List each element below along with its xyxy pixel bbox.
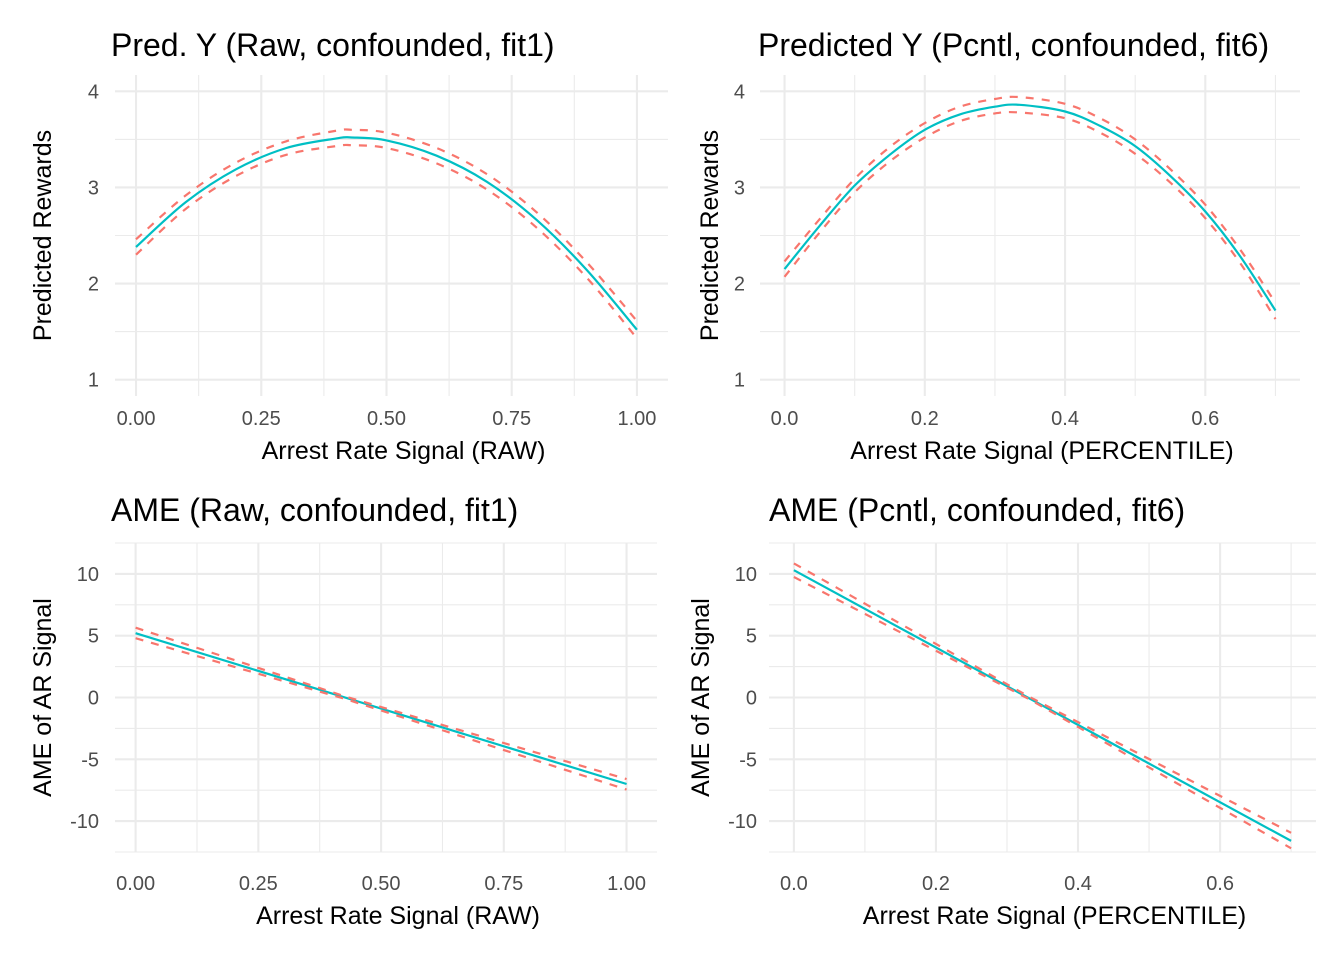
y-tick-label: 5 — [746, 626, 757, 648]
x-tick-label: 0.4 — [1064, 873, 1092, 895]
y-axis-label: Predicted Rewards — [29, 130, 57, 341]
x-tick-label: 0.75 — [484, 873, 523, 895]
y-tick-label: 0 — [88, 688, 99, 710]
x-tick-label: 0.6 — [1206, 873, 1234, 895]
y-tick-label: -5 — [81, 749, 99, 771]
x-tick-label: 0.0 — [771, 408, 799, 430]
x-tick-label: 1.00 — [617, 408, 656, 430]
chart-title: AME (Pcntl, confounded, fit6) — [769, 492, 1185, 528]
y-tick-label: -10 — [728, 811, 757, 833]
x-tick-label: 0.50 — [362, 873, 401, 895]
y-tick-label: -10 — [70, 811, 99, 833]
panel-predicted-y-raw: 0.00 0.25 0.50 0.75 1.00 1 2 3 4 Pred. Y (Raw, co… — [29, 27, 668, 465]
estimate-line — [783, 103, 1277, 312]
y-tick-label: 1 — [88, 370, 99, 392]
x-tick-label: 0.2 — [922, 873, 950, 895]
chart-title: Pred. Y (Raw, confounded, fit1) — [111, 27, 555, 63]
x-tick-label: 0.4 — [1051, 408, 1079, 430]
x-tick-label: 0.00 — [117, 408, 156, 430]
y-tick-label: -5 — [739, 749, 757, 771]
chart-title: AME (Raw, confounded, fit1) — [111, 492, 518, 528]
upper-ci-line — [783, 95, 1277, 304]
estimate-line — [135, 632, 627, 786]
panel-ame-percentile: 0.0 0.2 0.4 0.6 -10 -5 0 5 10 AME (Pcntl, confoun… — [687, 492, 1316, 930]
x-tick-label: 0.25 — [239, 873, 278, 895]
x-tick-label: 0.25 — [242, 408, 281, 430]
upper-ci-line — [135, 128, 638, 322]
y-tick-label: 5 — [88, 626, 99, 648]
x-axis-label: Arrest Rate Signal (RAW) — [262, 437, 546, 465]
x-tick-label: 0.00 — [116, 873, 155, 895]
x-axis-label: Arrest Rate Signal (PERCENTILE) — [850, 437, 1233, 465]
y-tick-label: 10 — [77, 564, 99, 586]
x-axis-label: Arrest Rate Signal (RAW) — [256, 902, 540, 930]
y-tick-label: 3 — [88, 177, 99, 199]
y-tick-label: 2 — [734, 274, 745, 296]
panel-ame-raw: 0.00 0.25 0.50 0.75 1.00 -10 -5 0 5 10 AME (Raw, c… — [29, 492, 657, 930]
x-tick-label: 0.75 — [492, 408, 531, 430]
x-tick-label: 1.00 — [607, 873, 646, 895]
y-tick-label: 3 — [734, 177, 745, 199]
y-tick-label: 4 — [734, 81, 745, 103]
y-tick-label: 1 — [734, 370, 745, 392]
upper-ci-line — [135, 626, 627, 781]
x-tick-label: 0.2 — [911, 408, 939, 430]
x-tick-label: 0.50 — [367, 408, 406, 430]
y-axis-label: Predicted Rewards — [696, 130, 724, 341]
upper-ci-line — [793, 562, 1292, 834]
y-axis-label: AME of AR Signal — [29, 598, 57, 797]
estimate-line — [135, 136, 638, 331]
y-axis-label: AME of AR Signal — [687, 598, 715, 797]
panel-predicted-y-percentile: 0.0 0.2 0.4 0.6 1 2 3 4 Predicted Y (Pcntl, conf… — [696, 27, 1300, 465]
x-tick-label: 0.6 — [1191, 408, 1219, 430]
chart-title: Predicted Y (Pcntl, confounded, fit6) — [758, 27, 1269, 63]
y-tick-label: 0 — [746, 688, 757, 710]
y-tick-label: 4 — [88, 81, 99, 103]
lower-ci-line — [783, 110, 1277, 320]
y-tick-label: 2 — [88, 274, 99, 296]
x-axis-label: Arrest Rate Signal (PERCENTILE) — [863, 902, 1246, 930]
x-tick-label: 0.0 — [780, 873, 808, 895]
lower-ci-line — [135, 143, 638, 339]
lower-ci-line — [793, 576, 1292, 850]
y-tick-label: 10 — [735, 564, 757, 586]
